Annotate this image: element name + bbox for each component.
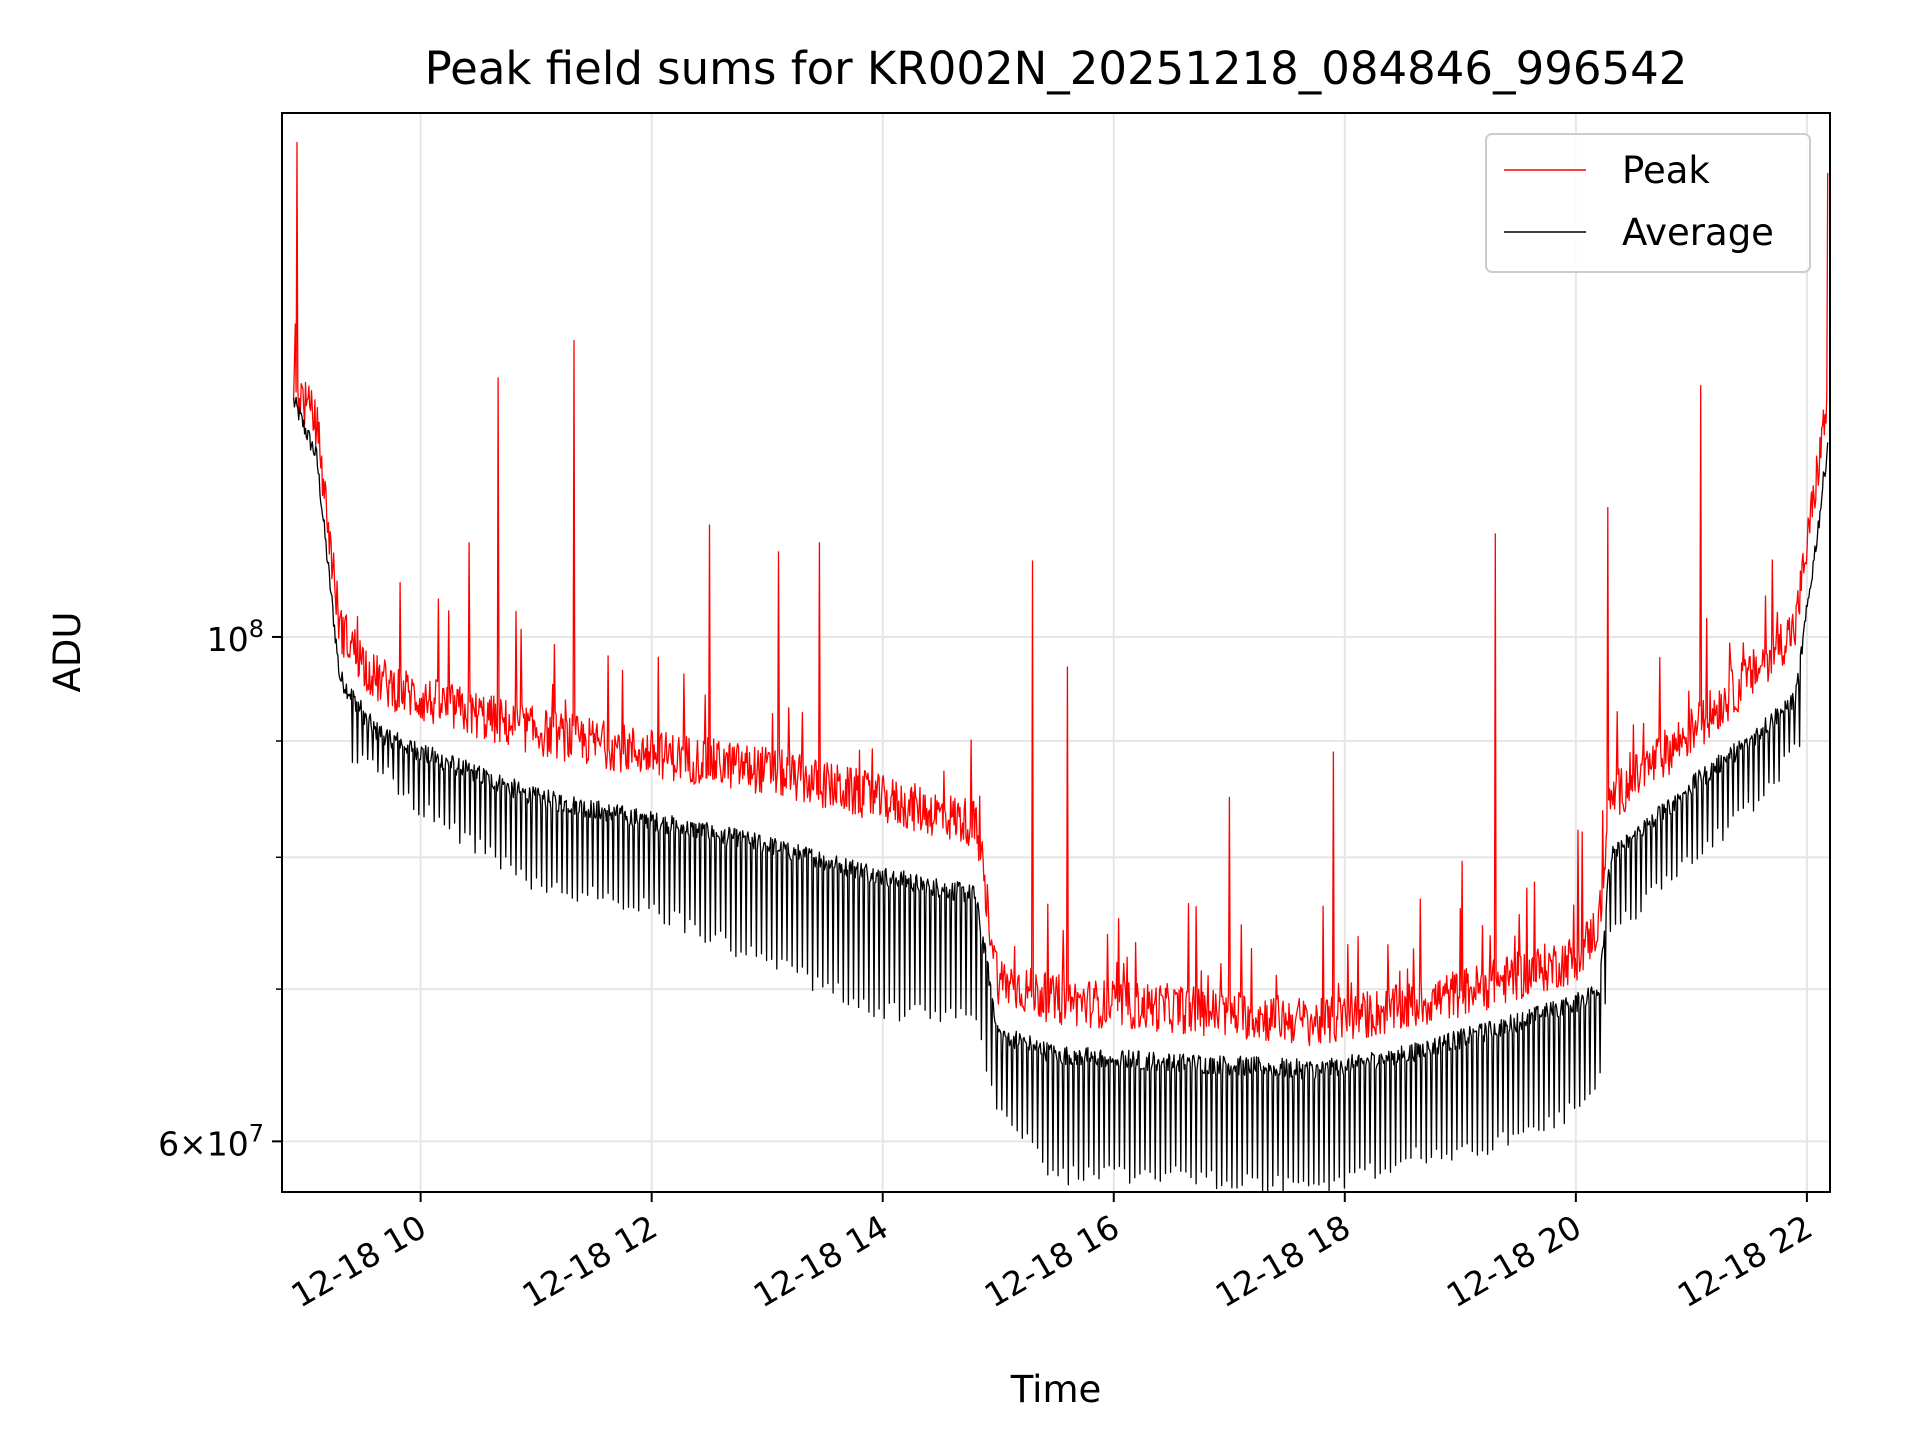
chart-title: Peak field sums for KR002N_20251218_0848… xyxy=(425,42,1688,95)
plot-area xyxy=(292,141,1829,1192)
y-tick-label: 108 xyxy=(207,615,264,659)
x-axis-label: Time xyxy=(1010,1368,1102,1411)
y-tick-label: 6×107 xyxy=(158,1119,264,1163)
legend: Peak Average xyxy=(1485,133,1811,273)
axes-frame xyxy=(281,112,1831,1193)
legend-average-label: Average xyxy=(1622,211,1774,254)
series-average-line xyxy=(292,396,1829,1192)
series-layer xyxy=(292,141,1829,1192)
series-peak-line xyxy=(292,141,1829,1047)
y-axis-ticks: 108 6×107 xyxy=(158,615,282,1163)
legend-peak-label: Peak xyxy=(1622,149,1710,192)
y-axis-label: ADU xyxy=(46,612,89,693)
legend-box xyxy=(1485,133,1811,273)
